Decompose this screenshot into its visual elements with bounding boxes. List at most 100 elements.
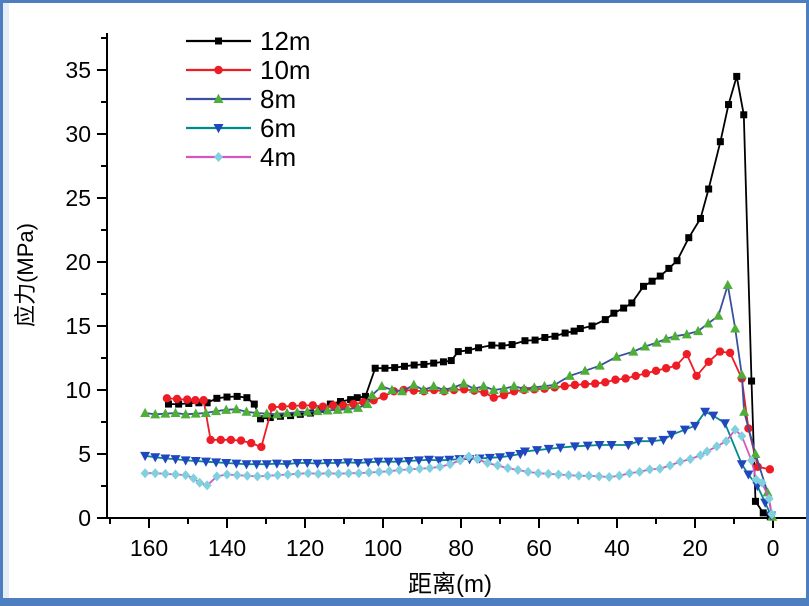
data-point-marker-4m [188,473,198,484]
data-point-marker-4m [574,470,584,481]
data-point-marker-12m [243,394,251,402]
data-point-marker-4m [764,493,774,504]
data-point-marker-12m [541,334,549,342]
data-point-marker-6m [495,453,505,463]
data-point-marker-4m [212,471,222,482]
data-point-marker-8m [397,386,408,396]
data-point-marker-8m [231,404,242,414]
data-point-marker-12m [751,497,759,505]
data-point-marker-4m [543,468,553,479]
data-point-marker-12m [551,332,559,340]
legend-marker-6m [213,124,224,134]
data-point-marker-6m [160,454,171,464]
data-point-marker-10m [725,348,735,358]
data-point-marker-10m [611,375,620,384]
data-point-marker-12m [336,398,344,406]
data-point-marker-10m [226,435,236,445]
stress-distance-chart: 160 140 120 100 80 60 40 20 0 0 5 10 15 20 25 30 35 距离(m)… [13,26,806,598]
data-point-marker-4m [730,424,740,435]
data-point-marker-10m [621,374,630,383]
data-point-marker-4m [242,470,252,481]
data-point-marker-6m [271,459,282,469]
data-point-marker-10m [191,396,200,405]
data-point-marker-4m [405,464,415,475]
legend-label-10m: 10m [260,55,311,85]
data-point-marker-4m [263,470,273,481]
data-point-marker-6m [484,453,495,464]
x-tick-label: 140 [208,535,246,561]
data-point-marker-12m [665,264,673,272]
data-point-marker-10m [661,364,671,373]
y-tick-label: 0 [78,505,91,531]
data-point-marker-6m [312,459,323,469]
legend-label-6m: 6m [260,113,296,143]
data-point-marker-4m [665,460,675,471]
data-point-marker-10m [183,395,192,404]
legend-marker-12m [215,37,222,45]
data-point-marker-8m [519,383,530,393]
x-tick-label: 100 [364,535,402,561]
data-point-marker-10m [328,401,338,410]
data-point-marker-8m [438,384,449,394]
data-point-marker-12m [257,415,265,423]
data-point-marker-12m [640,282,648,290]
legend-marker-10m [214,65,223,75]
legend-item-8m: 8m [186,84,296,114]
data-point-marker-8m [342,404,353,414]
data-point-marker-8m [736,369,747,379]
data-point-marker-6m [261,460,272,470]
data-point-marker-6m [241,460,252,470]
data-point-marker-6m [231,459,242,469]
x-tick-label: 40 [604,535,630,561]
data-point-marker-6m [743,470,754,480]
data-point-marker-4m [415,463,425,474]
data-point-marker-4m [483,457,493,468]
x-tick-label: 20 [682,535,708,561]
data-point-marker-4m [554,469,563,480]
data-point-marker-6m [679,425,690,435]
data-point-marker-8m [376,380,387,391]
data-point-marker-4m [464,451,474,462]
data-point-marker-8m [750,448,761,458]
data-point-marker-10m [601,378,610,387]
y-ticks: 0 5 10 15 20 25 30 35 [65,37,107,531]
data-point-marker-6m [623,441,634,451]
legend-item-6m: 6m [186,113,296,143]
data-point-marker-10m [318,402,328,411]
data-point-marker-12m [620,304,628,312]
data-point-marker-4m [645,464,655,475]
data-point-marker-8m [693,325,704,336]
legend-label-12m: 12m [260,26,311,56]
data-point-marker-8m [160,408,171,418]
data-point-marker-12m [353,394,361,402]
data-point-marker-10m [682,349,692,359]
legend-item-12m: 12m [186,26,311,56]
data-point-marker-12m [250,400,258,408]
data-point-marker-10m [206,435,215,445]
data-point-marker-8m [150,409,161,419]
data-point-marker-8m [170,407,181,418]
data-point-marker-8m [200,407,211,418]
data-point-marker-10m [246,438,256,448]
data-point-marker-6m [353,458,364,469]
data-point-marker-12m [454,348,462,356]
data-point-marker-4m [624,468,634,479]
data-point-marker-10m [715,347,725,356]
data-point-marker-12m [233,392,241,400]
data-point-marker-4m [712,441,722,452]
data-point-marker-8m [302,406,313,416]
data-point-marker-8m [367,389,378,400]
data-point-marker-8m [509,380,520,391]
data-point-marker-10m [480,388,489,397]
data-point-marker-6m [700,407,711,417]
series-line-8m [144,284,774,517]
data-point-marker-8m [762,487,773,497]
data-point-marker-8m [353,402,364,412]
x-tick-label: 160 [130,535,168,561]
data-point-marker-6m [519,447,530,457]
data-point-marker-12m [361,392,369,400]
data-point-marker-12m [420,360,428,368]
data-point-marker-6m [383,457,394,467]
data-point-marker-12m [464,346,472,354]
data-point-marker-10m [308,401,317,410]
